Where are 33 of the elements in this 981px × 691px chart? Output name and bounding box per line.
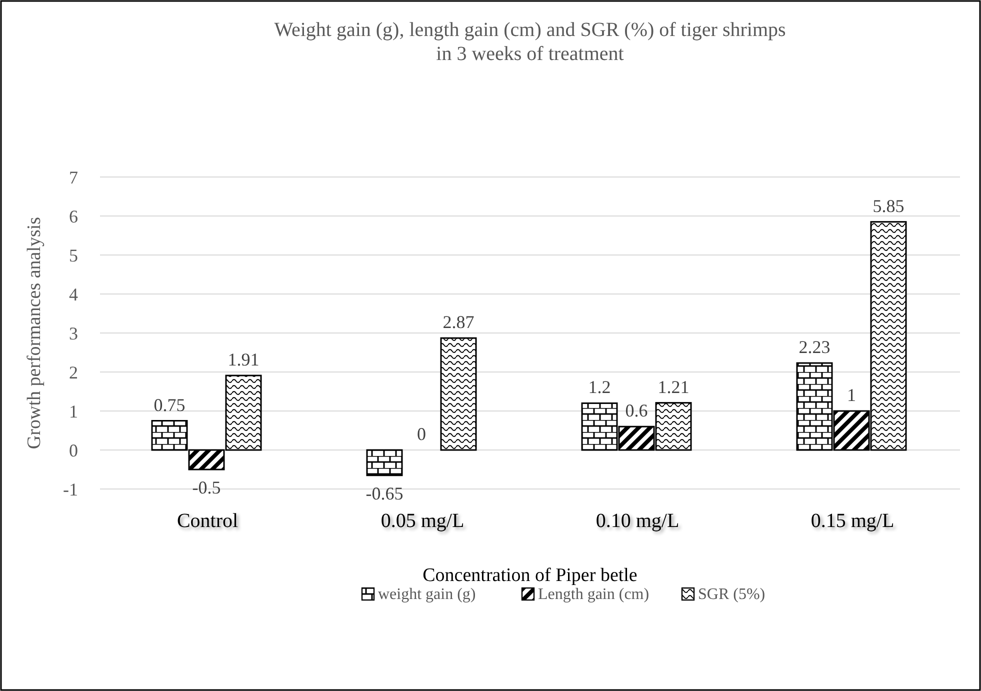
x-tick-label: 0.10 mg/L [596, 510, 680, 532]
x-tick-label: 0.15 mg/L [810, 510, 894, 532]
x-axis-title: Concentration of Piper betle [422, 565, 638, 586]
data-label: -0.5 [192, 478, 221, 498]
y-tick-label: 7 [69, 167, 78, 188]
data-label: 1.91 [228, 350, 260, 370]
legend-label: weight gain (g) [378, 586, 476, 603]
y-tick-label: 0 [69, 440, 78, 460]
y-tick-label: 3 [69, 323, 78, 344]
y-tick-label: 2 [69, 362, 78, 382]
data-label: -0.65 [366, 483, 404, 504]
bar [366, 449, 403, 476]
y-tick-label: 1 [69, 401, 78, 422]
y-axis-title: Growth performances analysis [24, 216, 45, 450]
y-tick-label: 6 [69, 206, 78, 226]
legend-label: Length gain (cm) [538, 586, 650, 603]
legend-label: SGR (5%) [698, 586, 766, 603]
data-label: 1.21 [658, 376, 690, 397]
data-label: 1 [847, 385, 856, 405]
y-tick-label: -1 [63, 479, 78, 500]
data-label: 2.87 [442, 312, 474, 332]
data-label: 0.6 [625, 400, 648, 421]
y-tick-label: 4 [69, 284, 78, 304]
y-tick-label: 5 [69, 245, 78, 266]
bar [440, 337, 477, 451]
data-label: 0 [417, 424, 426, 444]
x-tick-label: 0.05 mg/L [380, 510, 464, 532]
data-label: 1.2 [588, 377, 611, 398]
chart-title: Weight gain (g), length gain (cm) and SGR (%) of tiger shrimps in 3 weeks of treatment [274, 19, 786, 65]
data-label: 0.75 [154, 394, 186, 415]
data-label: 5.85 [872, 196, 904, 216]
x-tick-label: Control [176, 510, 238, 532]
data-label: 2.23 [798, 337, 830, 358]
